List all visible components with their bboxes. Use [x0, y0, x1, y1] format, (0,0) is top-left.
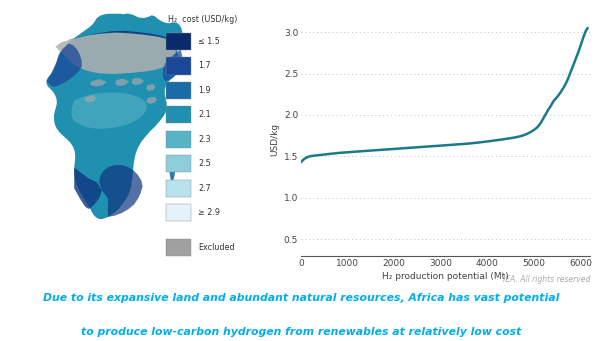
FancyBboxPatch shape [166, 204, 191, 221]
Text: IEA. All rights reserved: IEA. All rights reserved [503, 275, 590, 283]
Polygon shape [90, 79, 107, 87]
FancyBboxPatch shape [166, 57, 191, 75]
FancyBboxPatch shape [166, 180, 191, 197]
Y-axis label: USD/kg: USD/kg [271, 123, 280, 157]
Text: 2.5: 2.5 [198, 159, 211, 168]
Text: 1.9: 1.9 [198, 86, 211, 95]
Polygon shape [84, 95, 96, 103]
Text: ≤ 1.5: ≤ 1.5 [198, 37, 220, 46]
Text: ≥ 2.9: ≥ 2.9 [198, 208, 220, 217]
Polygon shape [46, 13, 183, 219]
Text: 2.3: 2.3 [198, 135, 211, 144]
Polygon shape [146, 84, 156, 91]
Text: 2.7: 2.7 [198, 184, 211, 193]
Polygon shape [99, 165, 143, 217]
Polygon shape [72, 92, 147, 129]
FancyBboxPatch shape [166, 82, 191, 99]
Polygon shape [146, 97, 157, 104]
Text: H₂  cost (USD/kg): H₂ cost (USD/kg) [167, 15, 237, 24]
Polygon shape [132, 78, 144, 85]
FancyBboxPatch shape [166, 239, 191, 256]
Polygon shape [55, 32, 176, 74]
Text: Excluded: Excluded [198, 243, 235, 252]
Polygon shape [74, 168, 102, 209]
FancyBboxPatch shape [166, 106, 191, 123]
FancyBboxPatch shape [166, 155, 191, 173]
FancyBboxPatch shape [166, 33, 191, 50]
FancyBboxPatch shape [166, 131, 191, 148]
Polygon shape [46, 44, 82, 87]
Text: 2.1: 2.1 [198, 110, 211, 119]
Polygon shape [55, 31, 182, 51]
Text: Due to its expansive land and abundant natural resources, Africa has vast potent: Due to its expansive land and abundant n… [43, 293, 559, 303]
Polygon shape [115, 79, 129, 86]
Polygon shape [170, 164, 175, 183]
Polygon shape [163, 49, 182, 81]
X-axis label: H₂ production potential (Mt): H₂ production potential (Mt) [382, 272, 509, 281]
Text: to produce low-carbon hydrogen from renewables at relatively low cost: to produce low-carbon hydrogen from rene… [81, 327, 521, 337]
Text: 1.7: 1.7 [198, 61, 211, 70]
